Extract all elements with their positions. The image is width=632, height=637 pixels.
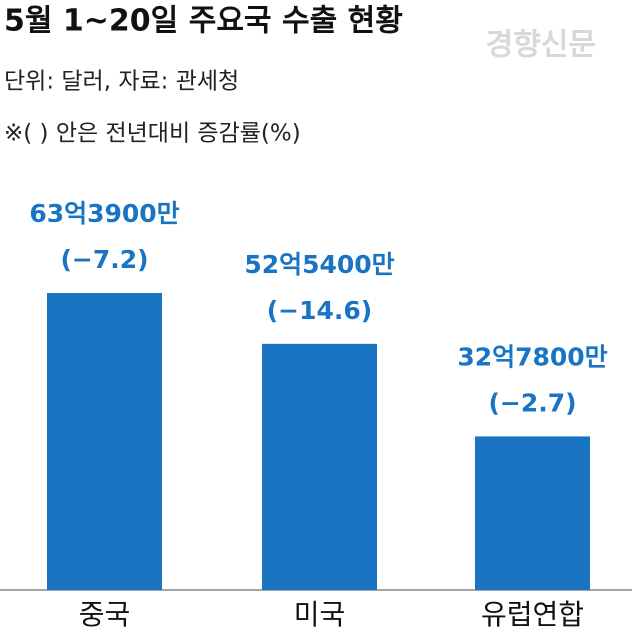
value-label: 63억3900만: [29, 199, 179, 228]
bar: [47, 293, 162, 590]
watermark: 경향신문: [486, 28, 596, 63]
value-label: 52억5400만: [244, 250, 394, 279]
chart-title: 5월 1~20일 주요국 수출 현황: [4, 4, 403, 39]
change-label: (−7.2): [60, 245, 148, 274]
change-label: (−2.7): [488, 388, 576, 417]
value-label: 32억7800만: [457, 342, 607, 371]
note: ※( ) 안은 전년대비 증감률(%): [4, 121, 301, 147]
change-label: (−14.6): [267, 296, 372, 325]
bar: [475, 436, 590, 590]
subtitle: 단위: 달러, 자료: 관세청: [4, 69, 239, 95]
x-tick-label: 유럽연합: [481, 598, 584, 631]
x-tick-label: 미국: [294, 598, 346, 631]
bar: [262, 343, 377, 590]
x-tick-label: 중국: [79, 598, 131, 631]
